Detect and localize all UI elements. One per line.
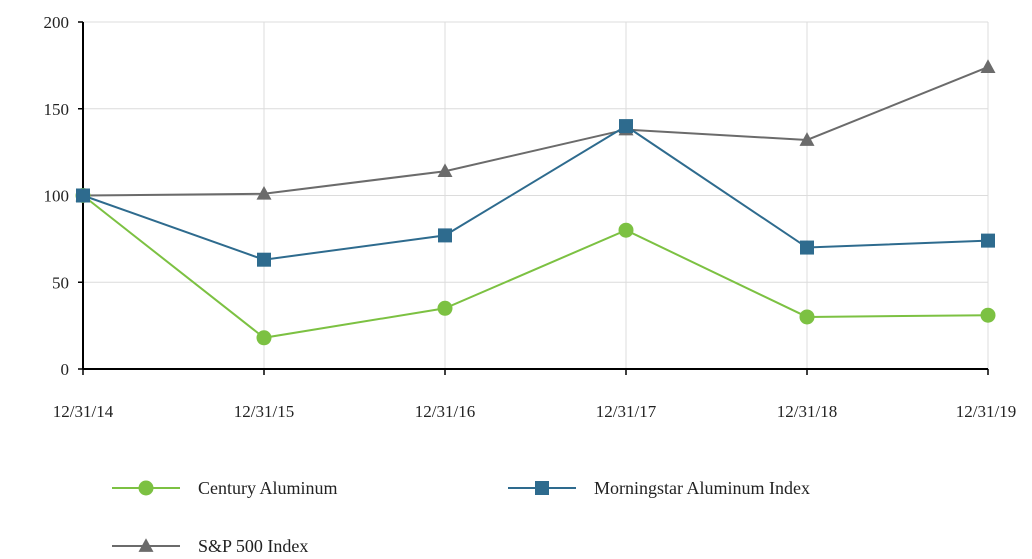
data-point-circle (618, 222, 634, 238)
y-tick-label: 200 (44, 13, 70, 32)
series-century-aluminum (75, 188, 996, 346)
x-tick-label: 12/31/18 (777, 402, 837, 421)
data-point-circle (980, 307, 996, 323)
legend-item-morningstar-aluminum-index: Morningstar Aluminum Index (508, 478, 810, 498)
x-tick-label: 12/31/15 (234, 402, 294, 421)
series-morningstar-aluminum-index (76, 119, 995, 267)
data-point-square (257, 252, 271, 267)
series-line-century-aluminum (82, 194, 989, 339)
data-point-triangle (256, 185, 272, 200)
legend-marker-circle (138, 480, 154, 496)
y-tick-label: 100 (44, 187, 70, 206)
y-tick-label: 0 (61, 360, 70, 379)
data-point-circle (256, 330, 272, 346)
data-point-square (76, 188, 90, 203)
legend-marker-triangle (138, 538, 154, 552)
series-line-s-p-500-index (82, 66, 989, 197)
y-tick-labels: 0 50 100 150 200 (44, 13, 83, 379)
data-point-square (800, 240, 814, 255)
series (75, 59, 996, 346)
legend-item-century-aluminum: Century Aluminum (112, 478, 338, 498)
data-point-triangle (980, 59, 996, 73)
x-tick-label: 12/31/14 (53, 402, 114, 421)
legend-marker-square (535, 481, 549, 495)
legend-item-s-p-500-index: S&P 500 Index (112, 536, 308, 556)
data-point-square (438, 228, 452, 243)
data-point-square (619, 119, 633, 134)
data-point-triangle (437, 163, 453, 178)
data-point-triangle (799, 132, 815, 146)
x-tick-label: 12/31/16 (415, 402, 475, 421)
series-line-morningstar-aluminum-index (82, 124, 989, 261)
x-tick-label: 12/31/19 (956, 402, 1016, 421)
data-point-square (981, 233, 995, 248)
data-point-circle (799, 309, 815, 325)
x-tick-label: 12/31/17 (596, 402, 657, 421)
legend-label: Morningstar Aluminum Index (594, 478, 810, 498)
legend-label: S&P 500 Index (198, 536, 308, 556)
legend-label: Century Aluminum (198, 478, 338, 498)
x-tick-labels: 12/31/14 12/31/15 12/31/16 12/31/17 12/31/18… (53, 369, 1016, 421)
data-point-circle (437, 300, 453, 316)
y-tick-label: 150 (44, 100, 70, 119)
legend: Century Aluminum Morningstar Aluminum Ind… (112, 478, 810, 556)
y-tick-label: 50 (52, 273, 69, 292)
